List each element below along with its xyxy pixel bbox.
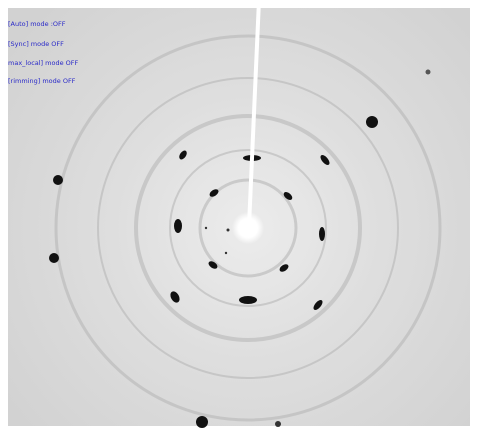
overlay-text: [Sync] mode OFF: [8, 40, 64, 48]
overlay-text: [rimming] mode OFF: [8, 77, 75, 85]
overlay-text: [Auto] mode :OFF: [8, 20, 66, 28]
page: [Auto] mode :OFF [Sync] mode OFF max_loc…: [0, 0, 477, 432]
direct-beam: [232, 212, 264, 244]
overlay-text: max_local] mode OFF: [8, 59, 78, 67]
